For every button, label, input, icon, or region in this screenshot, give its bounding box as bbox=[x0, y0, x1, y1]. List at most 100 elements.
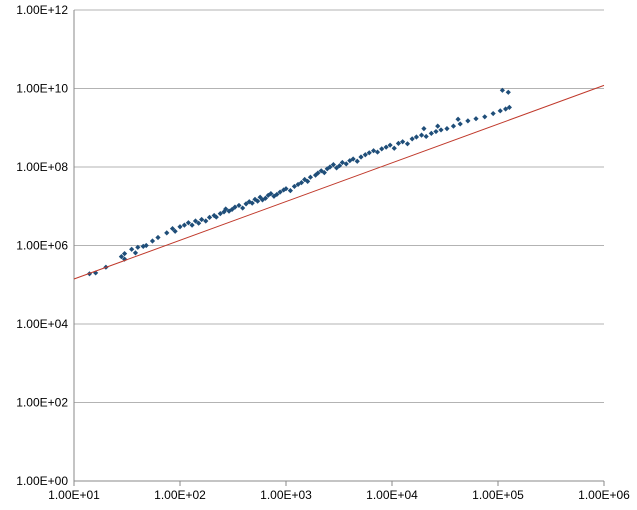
data-point-77 bbox=[383, 144, 389, 150]
data-point-56 bbox=[307, 174, 314, 180]
data-point-95 bbox=[482, 114, 488, 120]
data-point-20 bbox=[192, 218, 199, 224]
data-point-12 bbox=[155, 234, 161, 241]
data-point-85 bbox=[418, 132, 425, 138]
y-tick-label: 1.00E+06 bbox=[16, 239, 68, 253]
data-point-19 bbox=[189, 222, 195, 228]
data-point-33 bbox=[236, 202, 242, 209]
data-point-44 bbox=[268, 191, 274, 197]
y-tick-label: 1.00E+02 bbox=[16, 396, 68, 410]
data-point-89 bbox=[438, 127, 444, 133]
y-tick-label: 1.00E+04 bbox=[16, 317, 68, 331]
x-tick-label: 1.00E+03 bbox=[260, 488, 312, 502]
data-point-101 bbox=[435, 123, 441, 129]
x-tick-marks bbox=[73, 481, 605, 486]
data-point-26 bbox=[213, 214, 219, 220]
x-tick-label: 1.00E+04 bbox=[366, 488, 418, 502]
data-point-41 bbox=[259, 197, 266, 203]
data-point-6 bbox=[129, 246, 135, 252]
data-point-55 bbox=[305, 178, 311, 184]
data-point-97 bbox=[497, 108, 503, 114]
data-point-3 bbox=[118, 254, 124, 260]
data-point-80 bbox=[395, 140, 402, 146]
x-tick-labels: 1.00E+01 1.00E+02 1.00E+03 1.00E+04 1.00E+05… bbox=[48, 488, 630, 502]
data-point-81 bbox=[400, 139, 406, 145]
data-point-53 bbox=[298, 180, 305, 186]
data-point-84 bbox=[413, 134, 420, 140]
data-point-78 bbox=[387, 142, 393, 148]
y-tick-label: 1.00E+00 bbox=[16, 474, 68, 488]
data-point-87 bbox=[428, 130, 434, 136]
y-tick-labels: 1.00E+00 1.00E+02 1.00E+04 1.00E+06 1.00E+08… bbox=[16, 3, 68, 488]
data-point-91 bbox=[450, 123, 457, 129]
data-point-29 bbox=[223, 206, 229, 212]
x-tick-label: 1.00E+06 bbox=[578, 488, 630, 502]
data-point-64 bbox=[333, 165, 340, 171]
y-tick-label: 1.00E+10 bbox=[16, 82, 68, 96]
data-point-103 bbox=[499, 87, 505, 93]
data-point-22 bbox=[199, 216, 205, 223]
data-point-99 bbox=[506, 104, 512, 110]
data-point-73 bbox=[366, 150, 372, 156]
data-point-90 bbox=[444, 126, 450, 132]
data-points bbox=[86, 87, 512, 277]
data-point-58 bbox=[315, 170, 321, 176]
data-point-63 bbox=[330, 162, 336, 168]
data-point-14 bbox=[169, 225, 176, 232]
data-point-7 bbox=[132, 250, 139, 256]
data-point-70 bbox=[354, 158, 360, 164]
data-point-71 bbox=[358, 154, 364, 160]
data-point-92 bbox=[457, 121, 463, 127]
data-point-50 bbox=[287, 188, 293, 194]
data-point-57 bbox=[312, 172, 319, 178]
y-gridlines bbox=[74, 9, 604, 482]
data-point-69 bbox=[350, 156, 356, 162]
data-point-15 bbox=[172, 228, 178, 234]
data-point-82 bbox=[404, 141, 411, 147]
data-point-100 bbox=[421, 126, 427, 132]
data-point-72 bbox=[362, 152, 368, 158]
trendline bbox=[73, 84, 605, 280]
data-point-17 bbox=[181, 222, 187, 228]
x-tick-label: 1.00E+05 bbox=[472, 488, 524, 502]
data-point-86 bbox=[423, 133, 429, 140]
x-tick-label: 1.00E+01 bbox=[48, 488, 100, 502]
data-point-76 bbox=[379, 146, 385, 152]
data-point-42 bbox=[262, 195, 269, 201]
data-point-54 bbox=[302, 176, 308, 183]
data-point-65 bbox=[336, 163, 343, 169]
data-point-94 bbox=[473, 116, 479, 122]
data-point-35 bbox=[243, 201, 249, 207]
data-point-24 bbox=[206, 214, 213, 220]
data-point-18 bbox=[185, 220, 191, 226]
data-point-46 bbox=[274, 191, 280, 198]
data-point-88 bbox=[433, 128, 439, 135]
data-point-83 bbox=[409, 136, 415, 142]
data-point-32 bbox=[232, 204, 238, 210]
data-point-43 bbox=[265, 192, 271, 198]
data-point-74 bbox=[370, 148, 377, 154]
data-point-52 bbox=[295, 181, 301, 188]
data-point-13 bbox=[164, 230, 170, 236]
data-point-37 bbox=[249, 200, 255, 206]
data-point-34 bbox=[240, 205, 246, 211]
data-point-48 bbox=[281, 187, 287, 193]
data-point-93 bbox=[465, 118, 471, 124]
data-point-66 bbox=[339, 159, 345, 166]
data-point-104 bbox=[505, 89, 511, 95]
data-point-79 bbox=[391, 145, 397, 151]
data-point-59 bbox=[318, 168, 324, 174]
data-point-102 bbox=[455, 116, 461, 122]
data-point-8 bbox=[135, 244, 141, 250]
x-tick-label: 1.00E+02 bbox=[154, 488, 206, 502]
y-tick-label: 1.00E+08 bbox=[16, 160, 68, 174]
data-point-11 bbox=[149, 238, 156, 244]
data-point-60 bbox=[321, 169, 327, 176]
data-point-49 bbox=[283, 186, 289, 192]
data-point-10 bbox=[143, 242, 149, 249]
data-point-51 bbox=[291, 183, 297, 190]
data-point-96 bbox=[490, 110, 496, 117]
y-tick-label: 1.00E+12 bbox=[16, 3, 68, 17]
data-point-67 bbox=[343, 161, 349, 167]
